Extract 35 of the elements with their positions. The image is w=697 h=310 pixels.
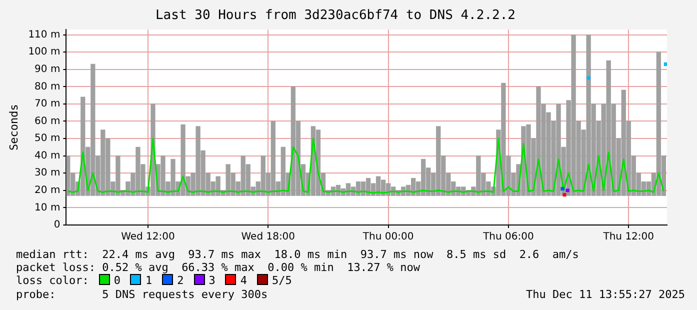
y-tick-label: 20 m [34,185,60,196]
y-tick-label: 50 m [34,133,60,144]
x-tick-label: Thu 12:00 [602,232,654,243]
y-tick-label: 110 m [28,29,60,40]
y-tick-label: 100 m [28,46,60,58]
chart-title: Last 30 Hours from 3d230ac6bf74 to DNS 4.2.2.2 [155,8,516,24]
legend-label: 2 [177,274,184,287]
x-tick-label: Wed 18:00 [241,232,296,243]
point [562,192,566,197]
legend-label: 4 [240,274,247,287]
point [586,76,590,80]
y-tick-label: 80 m [34,81,60,92]
text: median rtt: 22.4 ms avg 93.7 ms max 18.0 ms min 93.7 ms now 8.5 ms sd 2.6 am/s [16,248,579,261]
y-tick-label: 60 m [34,116,60,127]
legend-label: 5/5 [272,274,292,287]
y-tick-label: 30 m [34,168,60,179]
text: probe: 5 DNS requests every 300s [16,288,268,301]
y-axis-title: Seconds [7,104,20,150]
legend-label: 1 [145,274,152,287]
point [566,188,570,192]
x-tick-label: Wed 12:00 [121,232,175,243]
y-tick-label: 90 m [34,64,60,75]
text: Thu Dec 11 13:55:27 2025 [526,288,685,301]
point [560,186,564,190]
y-tick-label: 0 [54,220,60,231]
y-tick-label: 40 m [34,150,60,162]
point [664,62,667,66]
x-tick-label: Thu 06:00 [482,232,534,243]
x-tick-label: Thu 00:00 [362,232,414,243]
legend-label: 0 [114,274,120,287]
text: packet loss: 0.52 % avg 66.33 % max 0.00 % min 13.27 % now [16,261,420,274]
legend-label: 3 [208,274,216,287]
y-tick-label: 10 m [34,202,60,214]
legend-title: loss color: [16,274,89,287]
y-tick-label: 70 m [34,98,60,110]
